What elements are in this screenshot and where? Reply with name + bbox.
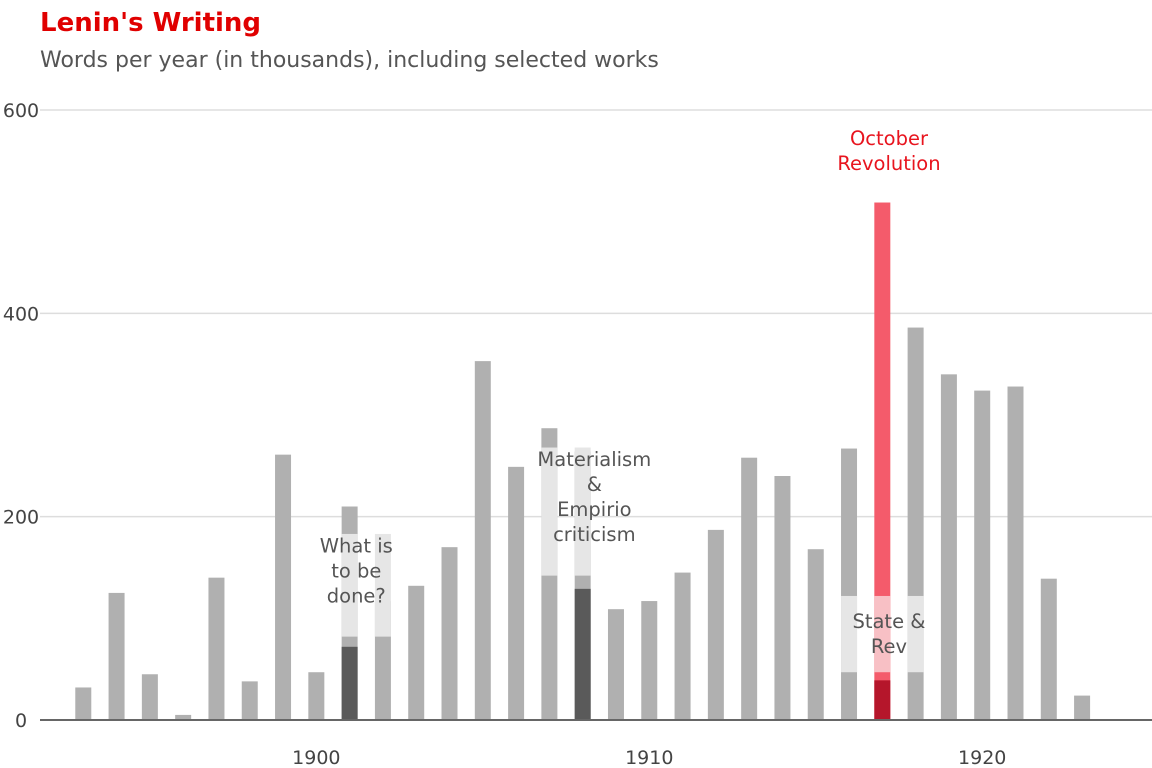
bar-1914 — [774, 476, 791, 720]
bar-1910 — [641, 601, 658, 720]
x-tick-label-1910: 1910 — [625, 747, 673, 768]
label-band-1-1907 — [541, 447, 558, 576]
bar-1917 — [874, 202, 891, 720]
bar-1906 — [508, 466, 525, 720]
bar-1916 — [841, 448, 858, 720]
bar-1894 — [108, 592, 125, 720]
work-bar-1908 — [574, 588, 591, 720]
label-band-1-1908 — [574, 447, 591, 576]
y-tick-label-400: 400 — [3, 303, 39, 325]
x-tick-label-1920: 1920 — [958, 747, 1006, 768]
bar-1898 — [241, 681, 258, 720]
bar-1920 — [974, 390, 991, 720]
y-tick-label-200: 200 — [3, 507, 39, 529]
annotation-2-line-1: Rev — [871, 635, 907, 658]
annotation-1-line-0: Materialism — [537, 448, 651, 471]
bar-1912 — [707, 529, 724, 720]
annotation-3-line-1: Revolution — [837, 152, 940, 175]
label-band-2-1918 — [907, 595, 924, 673]
bar-1895 — [141, 674, 158, 720]
bar-1897 — [208, 577, 225, 720]
label-band-2-1917 — [874, 595, 891, 673]
y-tick-label-600: 600 — [3, 100, 39, 122]
bar-1904 — [441, 547, 458, 720]
chart-title: Lenin's Writing — [40, 8, 262, 38]
annotation-1-line-1: & — [587, 473, 602, 496]
annotation-0-line-1: to be — [331, 560, 381, 583]
work-bands — [341, 447, 924, 673]
bar-1919 — [940, 374, 957, 720]
bar-1899 — [275, 454, 292, 720]
annotation-2-line-0: State & — [852, 610, 925, 633]
annotation-1-line-3: criticism — [553, 523, 636, 546]
work-bar-1901 — [341, 646, 358, 720]
x-tick-label-1900: 1900 — [292, 747, 340, 768]
bar-1923 — [1074, 695, 1091, 720]
bar-1905 — [474, 361, 491, 720]
bar-1896 — [175, 714, 192, 720]
grid-lines — [40, 109, 1152, 518]
bar-1922 — [1040, 578, 1057, 720]
annotation-0-line-0: What is — [320, 535, 393, 558]
axes: 0 200 400 600 1900 1910 1920 — [3, 100, 1152, 768]
bar-1911 — [674, 572, 691, 720]
bar-1900 — [308, 672, 325, 720]
label-band-0-1902 — [374, 533, 391, 637]
label-band-0-1901 — [341, 533, 358, 637]
work-bar-1917 — [874, 680, 891, 720]
bar-1903 — [408, 585, 425, 720]
y-tick-label-0: 0 — [15, 710, 27, 732]
annotation-3-line-0: October — [850, 127, 929, 150]
bar-1893 — [75, 687, 92, 720]
annotation-0-line-2: done? — [327, 585, 386, 608]
bar-1909 — [607, 609, 624, 720]
label-band-2-1916 — [841, 595, 858, 673]
bar-1913 — [741, 457, 758, 720]
bar-1915 — [807, 549, 824, 720]
chart-subtitle: Words per year (in thousands), including… — [40, 48, 659, 73]
annotation-1-line-2: Empirio — [557, 498, 631, 521]
bar-1921 — [1007, 386, 1024, 720]
